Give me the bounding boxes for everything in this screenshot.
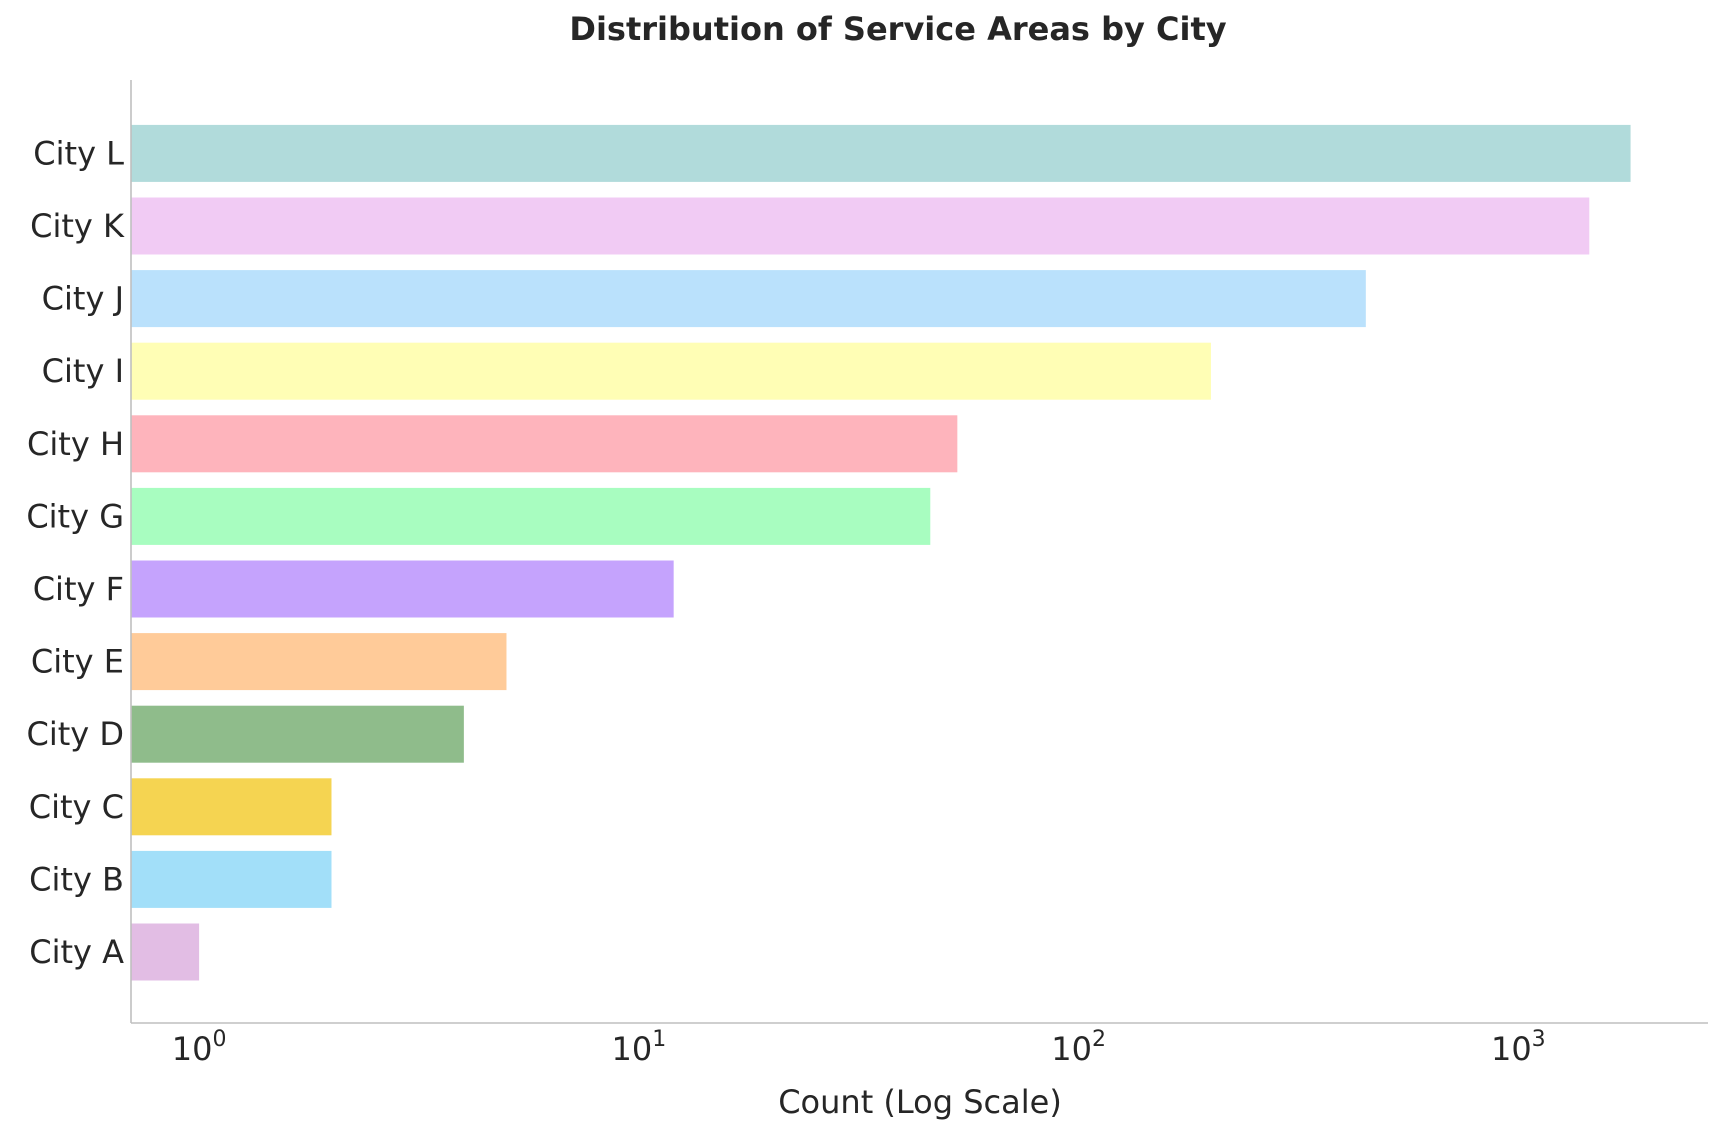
bar-city-b: [131, 850, 332, 908]
x-tick-label: 101: [611, 1027, 666, 1068]
y-tick-label: City K: [30, 207, 125, 245]
y-tick-label: City A: [29, 933, 124, 971]
bar-city-a: [131, 923, 200, 981]
y-tick-labels: City A City B City C City D City E City F City…: [26, 134, 125, 971]
y-tick-label: City B: [29, 860, 124, 898]
y-tick-label: City I: [42, 352, 124, 390]
x-tick-label: 100: [172, 1027, 227, 1068]
y-tick-label: City D: [26, 715, 124, 753]
y-tick-label: City E: [31, 643, 124, 681]
x-tick-labels: 100 101 102 103: [172, 1027, 1546, 1068]
x-tick-label: 103: [1491, 1027, 1546, 1068]
y-tick-label: City G: [26, 497, 124, 535]
y-tick-label: City L: [33, 134, 124, 172]
bar-city-f: [131, 560, 674, 618]
y-tick-label: City H: [27, 425, 124, 463]
bar-city-h: [131, 415, 958, 473]
bar-city-g: [131, 487, 931, 545]
bar-city-c: [131, 778, 332, 836]
x-tick-label: 102: [1051, 1027, 1106, 1068]
bar-city-d: [131, 705, 464, 763]
bar-city-j: [131, 270, 1366, 328]
chart-title: Distribution of Service Areas by City: [569, 10, 1226, 48]
bar-city-i: [131, 342, 1211, 400]
x-axis-label: Count (Log Scale): [778, 1083, 1062, 1121]
bar-city-k: [131, 197, 1590, 255]
y-tick-label: City C: [29, 788, 124, 826]
y-tick-label: City J: [42, 280, 124, 318]
bar-city-l: [131, 124, 1631, 182]
y-tick-label: City F: [33, 570, 124, 608]
bars-group: [131, 124, 1631, 981]
bar-city-e: [131, 633, 507, 691]
